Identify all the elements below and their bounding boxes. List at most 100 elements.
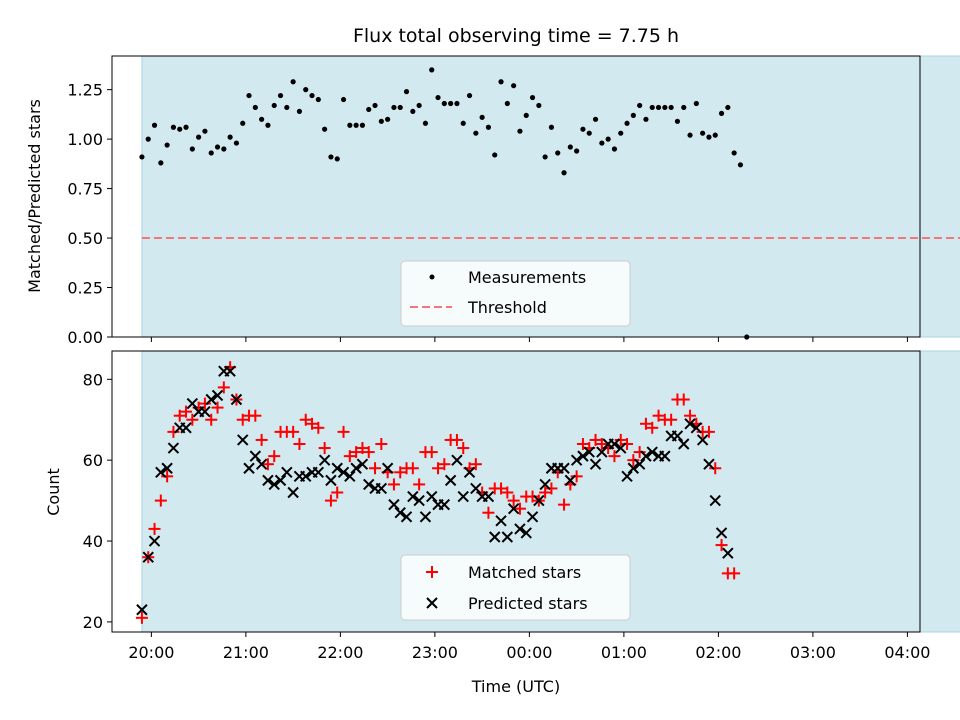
matched-stars-points <box>135 361 741 624</box>
predicted-star-point <box>167 442 180 454</box>
matched-star-point <box>570 470 583 483</box>
measurement-point <box>693 100 699 107</box>
matched-star-point <box>331 486 344 499</box>
measurement-point <box>586 130 592 136</box>
measurement-point <box>422 120 429 126</box>
measurement-point <box>548 124 555 130</box>
matched-star-point <box>186 413 199 426</box>
predicted-star-point <box>337 466 350 479</box>
predicted-star-point <box>690 422 703 434</box>
measurement-point <box>473 130 479 136</box>
predicted-star-point <box>564 474 577 487</box>
measurement-point <box>555 150 561 156</box>
predicted-star-point <box>646 446 658 458</box>
matched-star-point <box>306 417 319 430</box>
predicted-star-point <box>344 470 356 483</box>
measurement-point <box>718 110 725 116</box>
x-tick-label: 23:00 <box>412 643 458 662</box>
measurement-point <box>725 104 731 111</box>
measurement-point <box>529 94 536 101</box>
measurement-point <box>649 104 655 111</box>
matched-star-point <box>387 478 400 491</box>
predicted-star-point <box>570 454 583 466</box>
predicted-star-point <box>274 474 287 487</box>
predicted-star-point <box>394 507 406 519</box>
measurement-point <box>259 116 265 122</box>
predicted-star-point <box>388 498 400 511</box>
matched-star-point <box>633 446 646 459</box>
chart-title: Flux total observing time = 7.75 h <box>353 25 679 47</box>
matched-star-point <box>255 433 268 446</box>
matched-star-point <box>161 470 174 483</box>
legend-predicted-marker <box>426 597 438 609</box>
predicted-star-point <box>400 511 413 523</box>
bottom-y-axis-label: Count <box>44 468 63 516</box>
legend-matched-marker <box>426 566 438 578</box>
measurement-point <box>139 154 145 160</box>
measurement-point <box>214 144 221 150</box>
predicted-star-point <box>640 450 652 462</box>
predicted-star-point <box>224 365 236 377</box>
measurement-point <box>158 160 164 166</box>
predicted-star-point <box>312 466 325 479</box>
measurement-point <box>517 128 523 134</box>
predicted-star-point <box>300 470 312 483</box>
matched-star-point <box>495 482 508 495</box>
measurement-point <box>334 156 340 162</box>
measurement-point <box>700 130 706 136</box>
predicted-star-point <box>136 604 148 616</box>
y-tick-label: 40 <box>83 532 103 551</box>
measurement-point <box>233 140 240 146</box>
matched-star-point <box>728 567 741 580</box>
measurement-point <box>706 134 712 140</box>
measurement-point <box>737 162 744 168</box>
matched-star-point <box>507 494 520 507</box>
measurement-point <box>429 67 435 73</box>
predicted-star-point <box>419 511 432 523</box>
x-tick-label: 04:00 <box>884 643 930 662</box>
measurement-point <box>511 83 517 89</box>
x-tick-label: 03:00 <box>790 643 836 662</box>
matched-star-point <box>608 450 621 463</box>
measurement-point <box>681 104 687 111</box>
matched-star-point <box>369 462 382 475</box>
y-tick-label: 0.50 <box>67 229 103 248</box>
measurement-point <box>523 112 529 118</box>
predicted-star-point <box>539 478 551 491</box>
measurement-point <box>252 104 258 111</box>
predicted-star-point <box>457 490 469 503</box>
top-y-axis-ticks: 0.00 0.25 0.50 0.75 1.00 1.25 <box>67 81 112 347</box>
predicted-star-point <box>142 551 154 563</box>
matched-star-point <box>217 381 230 394</box>
matched-star-point <box>167 425 180 438</box>
predicted-star-point <box>325 474 337 487</box>
measurement-point <box>277 92 284 99</box>
measurement-point <box>284 104 290 111</box>
measurement-point <box>416 102 422 109</box>
matched-star-point <box>362 446 375 459</box>
predicted-star-point <box>350 462 362 474</box>
measurement-point <box>536 102 542 109</box>
measurement-point <box>196 134 202 140</box>
predicted-star-point <box>249 450 262 462</box>
measurement-point <box>265 122 271 128</box>
measurement-point <box>542 154 548 160</box>
measurement-point <box>466 92 473 99</box>
measurement-point <box>221 146 227 152</box>
matched-star-point <box>324 494 337 507</box>
y-tick-label: 0.25 <box>67 279 103 298</box>
matched-star-point <box>614 433 627 446</box>
measurement-point <box>731 150 737 156</box>
predicted-star-point <box>520 527 532 539</box>
measurement-point <box>561 170 567 176</box>
measurement-point <box>322 126 328 132</box>
predicted-star-point <box>407 490 419 503</box>
predicted-star-point <box>596 446 608 458</box>
predicted-star-point <box>589 458 602 470</box>
predicted-star-point <box>495 515 507 527</box>
measurement-point <box>309 92 315 99</box>
matched-star-point <box>343 450 356 463</box>
predicted-star-point <box>281 466 293 479</box>
predicted-star-point <box>671 430 684 442</box>
